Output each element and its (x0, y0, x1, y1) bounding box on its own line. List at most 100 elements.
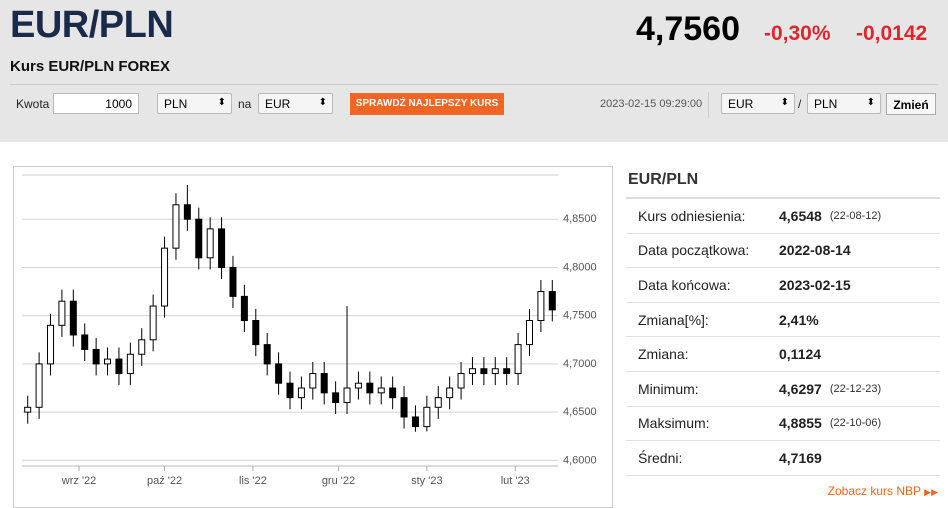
to-select[interactable]: EUR (258, 93, 333, 114)
candle-body (377, 387, 385, 394)
stats-label: Data końcowa: (638, 276, 731, 293)
stats-row: Data końcowa: 2023-02-15 (626, 268, 940, 303)
stats-label: Kurs odniesienia: (638, 207, 746, 224)
stats-panel: EUR/PLN Kurs odniesienia: 4,6548 (22-08-12… (626, 165, 940, 476)
candle-body (138, 339, 146, 355)
candle-body (480, 368, 488, 375)
candle-body (320, 373, 328, 394)
change: -0,0142 (856, 22, 928, 45)
slash: / (798, 97, 802, 111)
stats-value: 4,8855 (779, 415, 822, 432)
pair-from-select[interactable]: EUR (721, 93, 795, 114)
candle-body (161, 247, 169, 307)
divider (708, 92, 709, 118)
stats-row: Minimum: 4,6297 (22-12-23) (626, 372, 940, 407)
candle-body (126, 353, 134, 375)
candle-body (115, 358, 123, 375)
amount-input[interactable]: 1000 (53, 93, 139, 114)
stats-value: 2,41% (779, 311, 819, 328)
stats-row: Kurs odniesienia: 4,6548 (22-08-12) (626, 199, 940, 234)
stats-rows: Kurs odniesienia: 4,6548 (22-08-12) Data po… (626, 199, 940, 476)
stats-row: Maksimum: 4,8855 (22-10-06) (626, 407, 940, 442)
change-button[interactable]: Zmień (886, 93, 936, 115)
candle-body (297, 387, 305, 399)
candle-body (58, 300, 66, 326)
candle-body (537, 291, 545, 321)
to-value: EUR (265, 97, 291, 111)
candle-body (252, 320, 260, 346)
candle-body (69, 300, 77, 336)
stats-title: EUR/PLN (626, 165, 940, 199)
candle-body (286, 382, 294, 399)
candle-body (389, 387, 397, 399)
stats-label: Zmiana: (638, 346, 689, 363)
candle-body (400, 397, 408, 418)
candle-body (35, 363, 43, 408)
y-tick-label: 4,6000 (563, 454, 597, 466)
nbp-link[interactable]: Zobacz kurs NBP ▶▶ (827, 484, 938, 498)
separator (10, 84, 938, 85)
from-select[interactable]: PLN (157, 93, 232, 114)
candle-body (468, 368, 476, 375)
candle-body (92, 348, 100, 365)
candle-body (423, 406, 431, 428)
stats-label: Minimum: (638, 380, 699, 397)
y-tick-label: 4,7500 (563, 310, 597, 322)
change-percent: -0,30% (764, 22, 831, 45)
stats-label: Średni: (638, 449, 683, 466)
pair-from-value: EUR (728, 97, 754, 111)
stats-value: 0,1124 (779, 346, 822, 363)
y-tick-label: 4,8000 (563, 261, 597, 273)
candle-body (457, 373, 465, 389)
candle-body (218, 228, 226, 268)
amount-label: Kwota (16, 97, 50, 111)
stats-value: 2023-02-15 (779, 276, 851, 293)
rate: 4,7560 (636, 10, 740, 48)
candle-body (354, 382, 362, 389)
stats-label: Maksimum: (638, 415, 710, 432)
candle-body (229, 266, 237, 297)
candle-body (446, 387, 454, 399)
stats-row: Zmiana: 0,1124 (626, 337, 940, 372)
candle-body (309, 373, 317, 389)
stats-date: (22-08-12) (829, 209, 882, 222)
candle-body (503, 368, 511, 375)
candle-body (149, 305, 157, 341)
pair-to-select[interactable]: PLN (807, 93, 881, 114)
from-value: PLN (164, 97, 188, 111)
x-tick-label: paź '22 (147, 475, 182, 487)
candle-body (81, 334, 89, 350)
y-tick-label: 4,7000 (563, 358, 597, 370)
subtitle: Kurs EUR/PLN FOREX (10, 58, 171, 75)
candle-body (343, 387, 351, 403)
candle-body (263, 344, 271, 365)
stats-value: 4,6548 (779, 207, 822, 224)
stats-row: Data początkowa: 2022-08-14 (626, 234, 940, 269)
candle-body (366, 382, 374, 394)
x-tick-label: wrz '22 (61, 475, 97, 487)
x-tick-label: lis '22 (239, 475, 267, 487)
stats-value: 4,6297 (779, 380, 822, 397)
stats-row: Zmiana[%]: 2,41% (626, 303, 940, 338)
pair-to-value: PLN (814, 97, 838, 111)
stats-row: Średni: 4,7169 (626, 441, 940, 476)
candle-body (434, 397, 442, 408)
chart: 4,6000 4,6500 4,7000 4,7500 4,8000 4,8500 wrz … (22, 174, 597, 487)
nbp-link-text: Zobacz kurs NBP (827, 484, 921, 498)
candle-body (24, 406, 32, 413)
candle-body (47, 324, 55, 365)
best-rate-button[interactable]: SPRAWDŹ NAJLEPSZY KURS (350, 93, 504, 115)
datetime: 2023-02-15 09:29:00 (600, 98, 703, 110)
candle-body (195, 218, 203, 259)
stats-date: (22-10-06) (829, 417, 882, 430)
y-tick-label: 4,6500 (563, 406, 597, 418)
candle-body (525, 320, 533, 346)
candle-body (206, 228, 214, 259)
chart-box (13, 166, 613, 508)
between-label: na (238, 97, 252, 111)
x-tick-label: sty '23 (411, 475, 442, 487)
x-tick-label: gru '22 (322, 475, 355, 487)
stats-value: 2022-08-14 (779, 242, 851, 259)
candle-body (172, 204, 180, 249)
